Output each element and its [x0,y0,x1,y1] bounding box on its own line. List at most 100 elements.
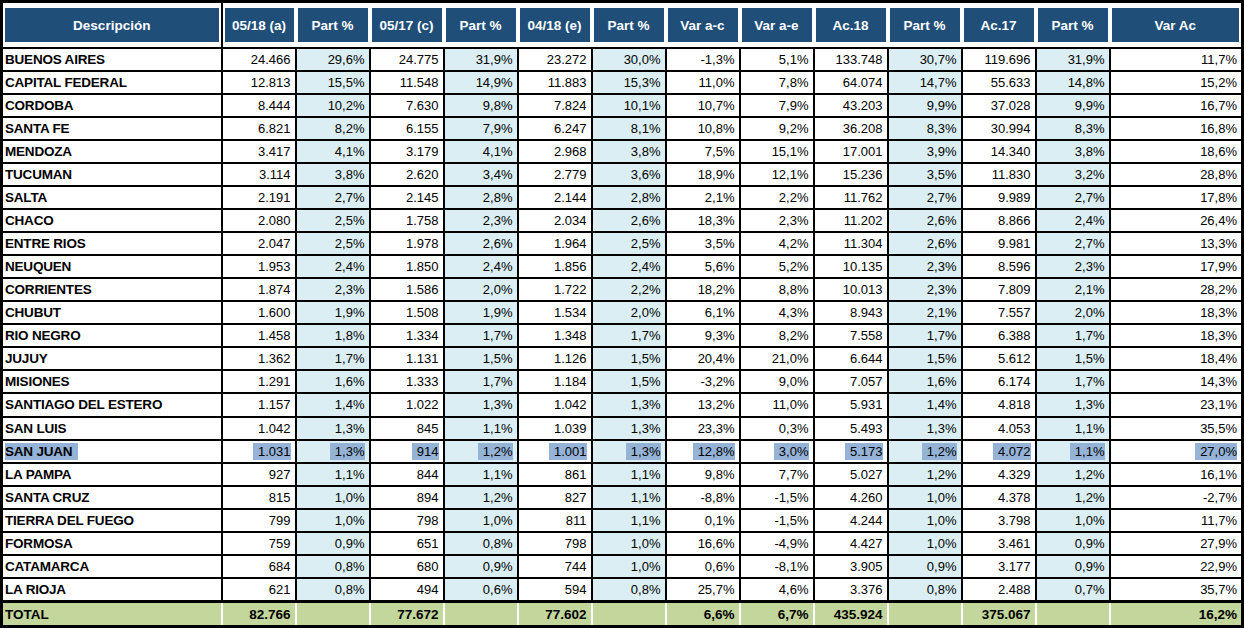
total-cell-05-18-a-1[interactable]: 82.766 [222,602,296,627]
cell-mendoza-part-4[interactable]: 4,1% [444,140,518,163]
cell-tucuman-part-4[interactable]: 3,4% [444,163,518,186]
cell-capital-federal-part-12[interactable]: 14,8% [1036,71,1110,94]
total-cell-part-2[interactable] [296,602,370,627]
cell-corrientes-05-18-a-1[interactable]: 1.874 [222,278,296,301]
cell-santa-cruz-04-18-e-5[interactable]: 827 [518,486,592,509]
cell-chaco-part-10[interactable]: 2,6% [888,209,962,232]
cell-san-luis-var-ac-13[interactable]: 35,5% [1110,417,1243,440]
cell-entre-rios-var-a-e-8[interactable]: 4,2% [740,232,814,255]
cell-jujuy-ac-17-11[interactable]: 5.612 [962,347,1036,370]
cell-santa-fe-var-ac-13[interactable]: 16,8% [1110,117,1243,140]
cell-mendoza-ac-18-9[interactable]: 17.001 [814,140,888,163]
cell-santiago-del-estero-part-2[interactable]: 1,4% [296,393,370,416]
cell-misiones-part-4[interactable]: 1,7% [444,370,518,393]
cell-la-rioja-var-a-c-7[interactable]: 25,7% [666,578,740,602]
cell-la-rioja-05-17-c-3[interactable]: 494 [370,578,444,602]
cell-santa-fe-part-2[interactable]: 8,2% [296,117,370,140]
cell-jujuy-part-10[interactable]: 1,5% [888,347,962,370]
cell-jujuy-05-18-a-1[interactable]: 1.362 [222,347,296,370]
cell-catamarca-ac-18-9[interactable]: 3.905 [814,555,888,578]
row-label[interactable]: LA RIOJA [2,578,222,602]
cell-rio-negro-05-17-c-3[interactable]: 1.334 [370,324,444,347]
cell-santa-cruz-part-2[interactable]: 1,0% [296,486,370,509]
cell-chubut-part-2[interactable]: 1,9% [296,301,370,324]
cell-chubut-ac-18-9[interactable]: 8.943 [814,301,888,324]
cell-capital-federal-05-18-a-1[interactable]: 12.813 [222,71,296,94]
cell-neuquen-var-a-c-7[interactable]: 5,6% [666,255,740,278]
row-label[interactable]: SALTA [2,186,222,209]
cell-santa-cruz-ac-17-11[interactable]: 4.378 [962,486,1036,509]
cell-catamarca-ac-17-11[interactable]: 3.177 [962,555,1036,578]
cell-cordoba-04-18-e-5[interactable]: 7.824 [518,94,592,117]
cell-misiones-04-18-e-5[interactable]: 1.184 [518,370,592,393]
cell-capital-federal-var-ac-13[interactable]: 15,2% [1110,71,1243,94]
cell-san-juan-part-10[interactable]: 1,2% [888,440,962,463]
cell-cordoba-part-4[interactable]: 9,8% [444,94,518,117]
cell-chubut-part-12[interactable]: 2,0% [1036,301,1110,324]
cell-santiago-del-estero-var-a-c-7[interactable]: 13,2% [666,393,740,416]
cell-san-luis-part-4[interactable]: 1,1% [444,417,518,440]
row-label[interactable]: SANTA FE [2,117,222,140]
cell-corrientes-part-12[interactable]: 2,1% [1036,278,1110,301]
cell-chubut-05-18-a-1[interactable]: 1.600 [222,301,296,324]
cell-entre-rios-04-18-e-5[interactable]: 1.964 [518,232,592,255]
cell-tucuman-part-12[interactable]: 3,2% [1036,163,1110,186]
cell-formosa-part-4[interactable]: 0,8% [444,532,518,555]
cell-la-rioja-var-ac-13[interactable]: 35,7% [1110,578,1243,602]
cell-formosa-05-17-c-3[interactable]: 651 [370,532,444,555]
cell-corrientes-ac-18-9[interactable]: 10.013 [814,278,888,301]
cell-formosa-part-12[interactable]: 0,9% [1036,532,1110,555]
cell-san-juan-var-a-c-7[interactable]: 12,8% [666,440,740,463]
cell-buenos-aires-04-18-e-5[interactable]: 23.272 [518,48,592,71]
cell-salta-part-12[interactable]: 2,7% [1036,186,1110,209]
cell-formosa-ac-17-11[interactable]: 3.461 [962,532,1036,555]
row-label[interactable]: RIO NEGRO [2,324,222,347]
cell-corrientes-05-17-c-3[interactable]: 1.586 [370,278,444,301]
cell-capital-federal-part-6[interactable]: 15,3% [592,71,666,94]
cell-capital-federal-ac-17-11[interactable]: 55.633 [962,71,1036,94]
cell-tucuman-ac-18-9[interactable]: 15.236 [814,163,888,186]
cell-cordoba-part-6[interactable]: 10,1% [592,94,666,117]
cell-mendoza-var-a-e-8[interactable]: 15,1% [740,140,814,163]
cell-tierra-del-fuego-ac-18-9[interactable]: 4.244 [814,509,888,532]
cell-santa-cruz-var-a-e-8[interactable]: -1,5% [740,486,814,509]
cell-corrientes-ac-17-11[interactable]: 7.809 [962,278,1036,301]
cell-catamarca-part-6[interactable]: 1,0% [592,555,666,578]
cell-santiago-del-estero-04-18-e-5[interactable]: 1.042 [518,393,592,416]
cell-buenos-aires-05-18-a-1[interactable]: 24.466 [222,48,296,71]
cell-misiones-part-10[interactable]: 1,6% [888,370,962,393]
cell-santa-fe-ac-18-9[interactable]: 36.208 [814,117,888,140]
cell-jujuy-part-12[interactable]: 1,5% [1036,347,1110,370]
cell-la-pampa-var-a-c-7[interactable]: 9,8% [666,463,740,486]
row-label[interactable]: BUENOS AIRES [2,48,222,71]
cell-santa-fe-04-18-e-5[interactable]: 6.247 [518,117,592,140]
cell-mendoza-part-2[interactable]: 4,1% [296,140,370,163]
cell-tucuman-var-a-c-7[interactable]: 18,9% [666,163,740,186]
cell-la-pampa-var-ac-13[interactable]: 16,1% [1110,463,1243,486]
cell-santiago-del-estero-var-a-e-8[interactable]: 11,0% [740,393,814,416]
total-cell-part-4[interactable] [444,602,518,627]
cell-catamarca-04-18-e-5[interactable]: 744 [518,555,592,578]
cell-la-rioja-04-18-e-5[interactable]: 594 [518,578,592,602]
cell-chaco-part-4[interactable]: 2,3% [444,209,518,232]
cell-corrientes-part-6[interactable]: 2,2% [592,278,666,301]
cell-chaco-05-17-c-3[interactable]: 1.758 [370,209,444,232]
cell-santa-fe-var-a-c-7[interactable]: 10,8% [666,117,740,140]
cell-san-luis-part-10[interactable]: 1,3% [888,417,962,440]
cell-capital-federal-04-18-e-5[interactable]: 11.883 [518,71,592,94]
cell-corrientes-part-2[interactable]: 2,3% [296,278,370,301]
cell-la-pampa-part-2[interactable]: 1,1% [296,463,370,486]
cell-chubut-part-4[interactable]: 1,9% [444,301,518,324]
cell-chubut-part-6[interactable]: 2,0% [592,301,666,324]
cell-capital-federal-05-17-c-3[interactable]: 11.548 [370,71,444,94]
row-label[interactable]: CHUBUT [2,301,222,324]
cell-capital-federal-var-a-e-8[interactable]: 7,8% [740,71,814,94]
cell-chubut-var-ac-13[interactable]: 18,3% [1110,301,1243,324]
total-cell-var-ac-13[interactable]: 16,2% [1110,602,1243,627]
row-label[interactable]: SAN JUAN [2,440,222,463]
cell-san-juan-04-18-e-5[interactable]: 1.001 [518,440,592,463]
total-row-label[interactable]: TOTAL [2,602,222,627]
cell-rio-negro-var-ac-13[interactable]: 18,3% [1110,324,1243,347]
row-label[interactable]: CORDOBA [2,94,222,117]
total-cell-var-a-c-7[interactable]: 6,6% [666,602,740,627]
